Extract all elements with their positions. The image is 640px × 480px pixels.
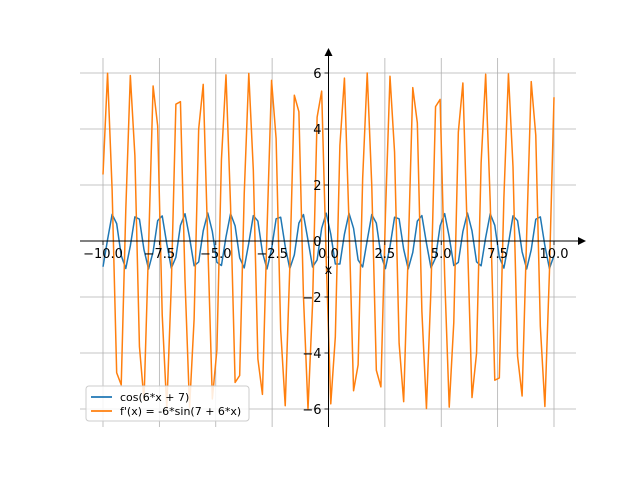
y-tick-label: −4 — [302, 347, 321, 362]
x-tick-label: 0.0 — [318, 247, 339, 262]
x-axis-label: x — [325, 263, 333, 278]
y-tick-label: −6 — [302, 403, 321, 418]
x-tick-label: −2.5 — [256, 247, 288, 262]
y-axis-arrow — [324, 48, 333, 56]
legend-label: f'(x) = -6*sin(7 + 6*x) — [120, 405, 241, 418]
x-tick-label: −5.0 — [200, 247, 232, 262]
axes — [80, 48, 586, 427]
x-tick-label: −10.0 — [83, 247, 123, 262]
y-tick-label: 6 — [313, 67, 321, 82]
y-tick-label: 2 — [313, 179, 321, 194]
x-ticks: −10.0 −7.5 −5.0 −2.5 0.0 2.5 5.0 7.5 10.0 — [83, 241, 568, 262]
x-axis-arrow — [578, 237, 586, 245]
legend: cos(6*x + 7)f'(x) = -6*sin(7 + 6*x) — [85, 385, 250, 422]
x-tick-label: 2.5 — [375, 247, 396, 262]
legend-box — [85, 385, 250, 422]
x-tick-label: 7.5 — [487, 247, 508, 262]
x-tick-label: 10.0 — [540, 247, 569, 262]
x-tick-label: 5.0 — [431, 247, 452, 262]
y-tick-label: 4 — [313, 123, 321, 138]
y-tick-label: 0 — [313, 235, 321, 250]
legend-label: cos(6*x + 7) — [120, 391, 189, 404]
y-ticks: −6 −4 −2 0 2 4 6 — [302, 67, 329, 418]
y-tick-label: −2 — [302, 291, 321, 306]
x-tick-label: −7.5 — [144, 247, 176, 262]
